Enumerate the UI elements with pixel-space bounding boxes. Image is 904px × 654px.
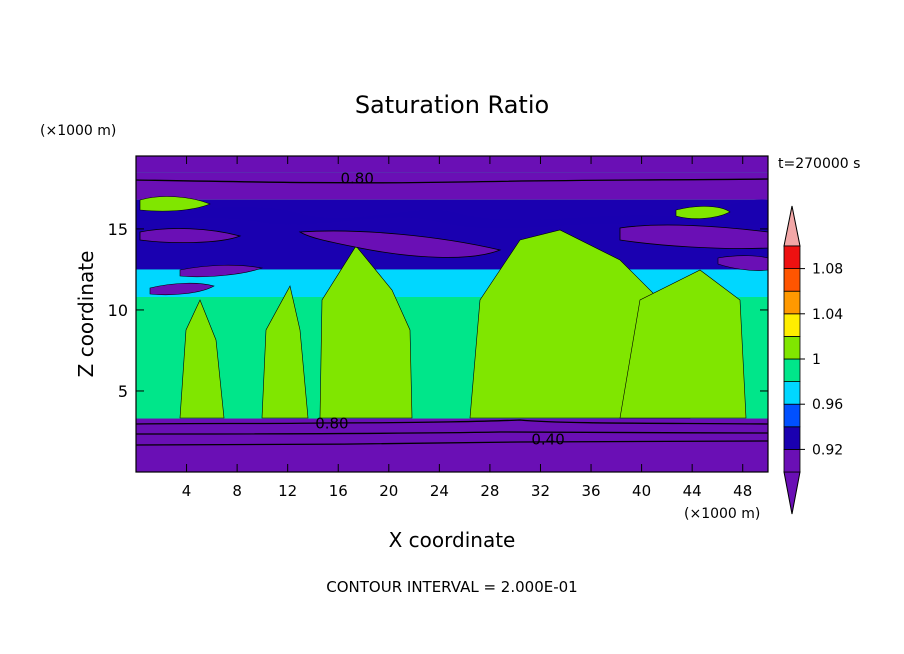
colorbar-segment-9 bbox=[783, 245, 801, 270]
contour-label-1: 0.80 bbox=[315, 414, 348, 432]
purple-lens-left bbox=[139, 228, 242, 243]
x-tick-label-7: 32 bbox=[531, 482, 550, 500]
colorbar-segment-4 bbox=[783, 358, 801, 383]
contour-lower-080 bbox=[136, 419, 768, 425]
colorbar-segment-3 bbox=[783, 381, 801, 405]
x-tick-label-8: 36 bbox=[581, 482, 600, 500]
colorbar-segment-1 bbox=[783, 426, 801, 450]
x-axis-ticks: 4 8 12 16 20 24 28 32 36 40 44 48 bbox=[182, 156, 752, 500]
time-label: t=270000 s bbox=[778, 156, 860, 172]
purple-lens-low-mid bbox=[179, 264, 264, 278]
contour-interval-label: CONTOUR INTERVAL = 2.000E-01 bbox=[326, 578, 577, 596]
colorbar-over-triangle bbox=[783, 205, 801, 247]
green-top-right bbox=[675, 206, 731, 219]
x-tick-label-4: 20 bbox=[379, 482, 398, 500]
green-top-left bbox=[139, 196, 211, 212]
band-layer bbox=[136, 156, 768, 472]
contour-field: 0.80 0.80 0.40 bbox=[136, 156, 768, 472]
purple-lens-center bbox=[298, 230, 502, 258]
x-tick-label-0: 4 bbox=[182, 482, 192, 500]
contour-label-layer: 0.80 0.80 0.40 bbox=[315, 170, 565, 449]
plot-frame bbox=[135, 155, 769, 473]
y-tick-label-0: 5 bbox=[118, 382, 128, 401]
colorbar-tick-label-1: 0.96 bbox=[812, 397, 843, 413]
green-plume-1 bbox=[179, 299, 225, 419]
colorbar-segment-5 bbox=[783, 335, 801, 360]
contour-lines bbox=[136, 178, 768, 446]
purple-lens-low-right bbox=[717, 255, 768, 271]
y-axis-ticks: 5 10 15 bbox=[108, 220, 768, 401]
blue-layer-upper bbox=[136, 199, 768, 229]
purple-lens-right bbox=[619, 224, 768, 249]
colorbar-tick-label-0: 0.92 bbox=[812, 442, 843, 458]
colorbar-tick-label-4: 1.08 bbox=[812, 262, 843, 278]
x-tick-label-1: 8 bbox=[232, 482, 242, 500]
x-axis-label: X coordinate bbox=[389, 528, 516, 552]
x-tick-label-5: 24 bbox=[430, 482, 449, 500]
contour-lower-040 bbox=[136, 440, 768, 446]
y-unit-label: (×1000 m) bbox=[40, 123, 116, 139]
chart-title: Saturation Ratio bbox=[355, 91, 549, 119]
colorbar-segment-8 bbox=[783, 268, 801, 292]
x-tick-label-2: 12 bbox=[278, 482, 297, 500]
colorbar-segment-2 bbox=[783, 403, 801, 428]
cloud-texture bbox=[136, 196, 768, 419]
colorbar: 0.92 0.96 1 1.04 1.08 bbox=[783, 205, 843, 515]
x-tick-label-9: 40 bbox=[632, 482, 651, 500]
x-tick-label-10: 44 bbox=[683, 482, 702, 500]
colorbar-segment-0 bbox=[783, 448, 801, 473]
contour-lower-060 bbox=[136, 431, 768, 435]
purple-lens-low-left bbox=[149, 282, 215, 296]
x-tick-label-11: 48 bbox=[733, 482, 752, 500]
green-plume-5 bbox=[619, 269, 747, 419]
green-plume-3 bbox=[319, 245, 413, 419]
contour-label-0: 0.80 bbox=[340, 170, 373, 188]
colorbar-segment-6 bbox=[783, 313, 801, 337]
field-band-4 bbox=[136, 172, 768, 200]
colorbar-tick-label-3: 1.04 bbox=[812, 307, 843, 323]
contour-label-2: 0.40 bbox=[531, 431, 564, 449]
green-plume-2 bbox=[261, 285, 309, 419]
x-tick-label-3: 16 bbox=[329, 482, 348, 500]
x-tick-label-6: 28 bbox=[480, 482, 499, 500]
colorbar-tick-label-2: 1 bbox=[812, 352, 821, 368]
x-unit-label: (×1000 m) bbox=[684, 506, 760, 522]
y-tick-label-1: 10 bbox=[108, 301, 128, 320]
colorbar-under-triangle bbox=[783, 471, 801, 515]
y-axis-label: Z coordinate bbox=[74, 251, 98, 378]
contour-upper-080 bbox=[136, 178, 768, 184]
y-tick-label-2: 15 bbox=[108, 220, 128, 239]
field-band-0 bbox=[136, 418, 768, 472]
colorbar-segment-7 bbox=[783, 290, 801, 315]
field-band-5 bbox=[136, 156, 768, 173]
